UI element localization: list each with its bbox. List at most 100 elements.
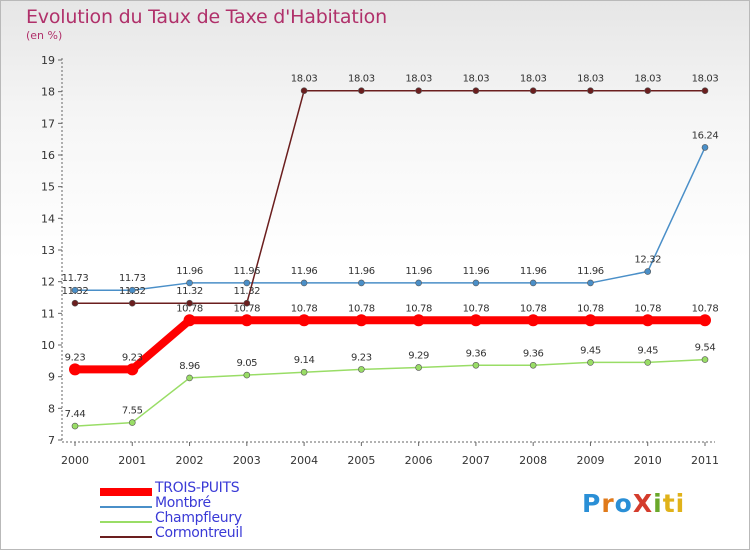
data-point [472,279,480,287]
y-tick-label: 11 [41,307,55,320]
data-label: 9.54 [695,343,716,354]
data-point [355,314,368,327]
data-label: 18.03 [291,74,318,85]
legend-swatch [100,506,152,508]
data-point [587,279,594,287]
data-label: 11.32 [62,286,89,297]
data-label: 9.36 [523,348,544,359]
data-label: 7.55 [122,406,143,417]
data-label: 7.44 [65,409,86,420]
data-label: 11.32 [176,286,203,297]
data-point [701,144,709,151]
legend-swatch [100,521,152,523]
data-label: 9.45 [637,345,658,356]
series-line-champfleury [74,358,706,427]
data-point [128,419,136,426]
x-tick-label: 2010 [634,454,662,467]
data-label: 11.96 [348,266,375,277]
data-label: 16.24 [692,130,719,141]
x-tick-label: 2004 [290,454,318,467]
legend-swatch [100,536,152,538]
y-tick-label: 13 [41,244,55,257]
data-label: 10.78 [463,303,490,314]
data-label: 10.78 [692,303,719,314]
data-point [358,366,365,373]
data-label: 9.45 [580,345,601,356]
x-tick-label: 2003 [233,454,261,467]
data-point [412,314,425,327]
data-point [587,359,594,366]
data-point [644,268,652,275]
data-label: 18.03 [577,74,604,85]
data-point [183,314,196,327]
data-point [701,87,709,95]
data-point [243,279,251,287]
y-tick-label: 10 [41,339,55,352]
data-label: 9.23 [351,352,372,363]
data-point [584,314,597,327]
data-label: 18.03 [634,74,661,85]
y-tick-label: 17 [41,117,55,130]
data-label: 11.96 [520,266,547,277]
data-label: 18.03 [405,74,432,85]
y-tick-label: 18 [41,86,55,99]
data-point [529,361,537,369]
data-label: 10.78 [291,303,318,314]
data-label: 9.36 [466,348,487,359]
data-label: 18.03 [463,74,490,85]
x-tick-label: 2007 [462,454,490,467]
data-label: 9.23 [65,352,86,363]
data-label: 10.78 [233,303,260,314]
data-label: 9.05 [236,358,257,369]
proxiti-logo: ProXiti [582,489,686,518]
data-point [529,279,537,287]
legend-label: TROIS-PUITS [155,480,240,496]
data-point [699,314,711,327]
data-label: 10.78 [176,303,203,314]
data-label: 11.96 [176,266,203,277]
data-label: 11.96 [577,266,604,277]
y-tick-label: 14 [41,212,55,225]
legend-label: Cormontreuil [155,525,243,541]
data-label: 11.73 [119,273,146,284]
data-point [415,364,422,371]
data-label: 12.32 [634,255,661,266]
data-label: 11.96 [405,266,432,277]
data-point [186,374,193,382]
data-point [644,359,652,366]
series-line-cormontreuil [74,89,706,304]
data-point [587,87,594,95]
data-label: 10.78 [348,303,375,314]
data-point [472,361,480,369]
data-point [71,299,79,307]
legend-label: Montbré [155,495,211,511]
data-point [128,299,136,307]
data-point [128,286,136,294]
data-point [300,368,308,376]
data-point [358,279,365,287]
data-point [71,422,79,430]
x-tick-label: 2006 [405,454,433,467]
data-label: 10.78 [634,303,661,314]
x-tick-label: 2009 [576,454,604,467]
y-tick-label: 12 [41,276,55,289]
data-point [469,314,482,327]
data-point [529,87,537,95]
data-point [300,87,308,95]
data-label: 11.96 [233,266,260,277]
x-tick-label: 2011 [691,454,719,467]
data-label: 18.03 [348,74,375,85]
data-label: 18.03 [520,74,547,85]
legend-label: Champfleury [155,510,242,526]
data-label: 10.78 [520,303,547,314]
data-label: 18.03 [692,74,719,85]
data-point [641,314,654,327]
series-line-montbr- [74,146,706,291]
x-tick-label: 2001 [118,454,146,467]
y-tick-label: 16 [41,149,55,162]
data-point [415,87,422,95]
data-point [240,314,253,327]
y-tick-label: 7 [48,434,55,447]
